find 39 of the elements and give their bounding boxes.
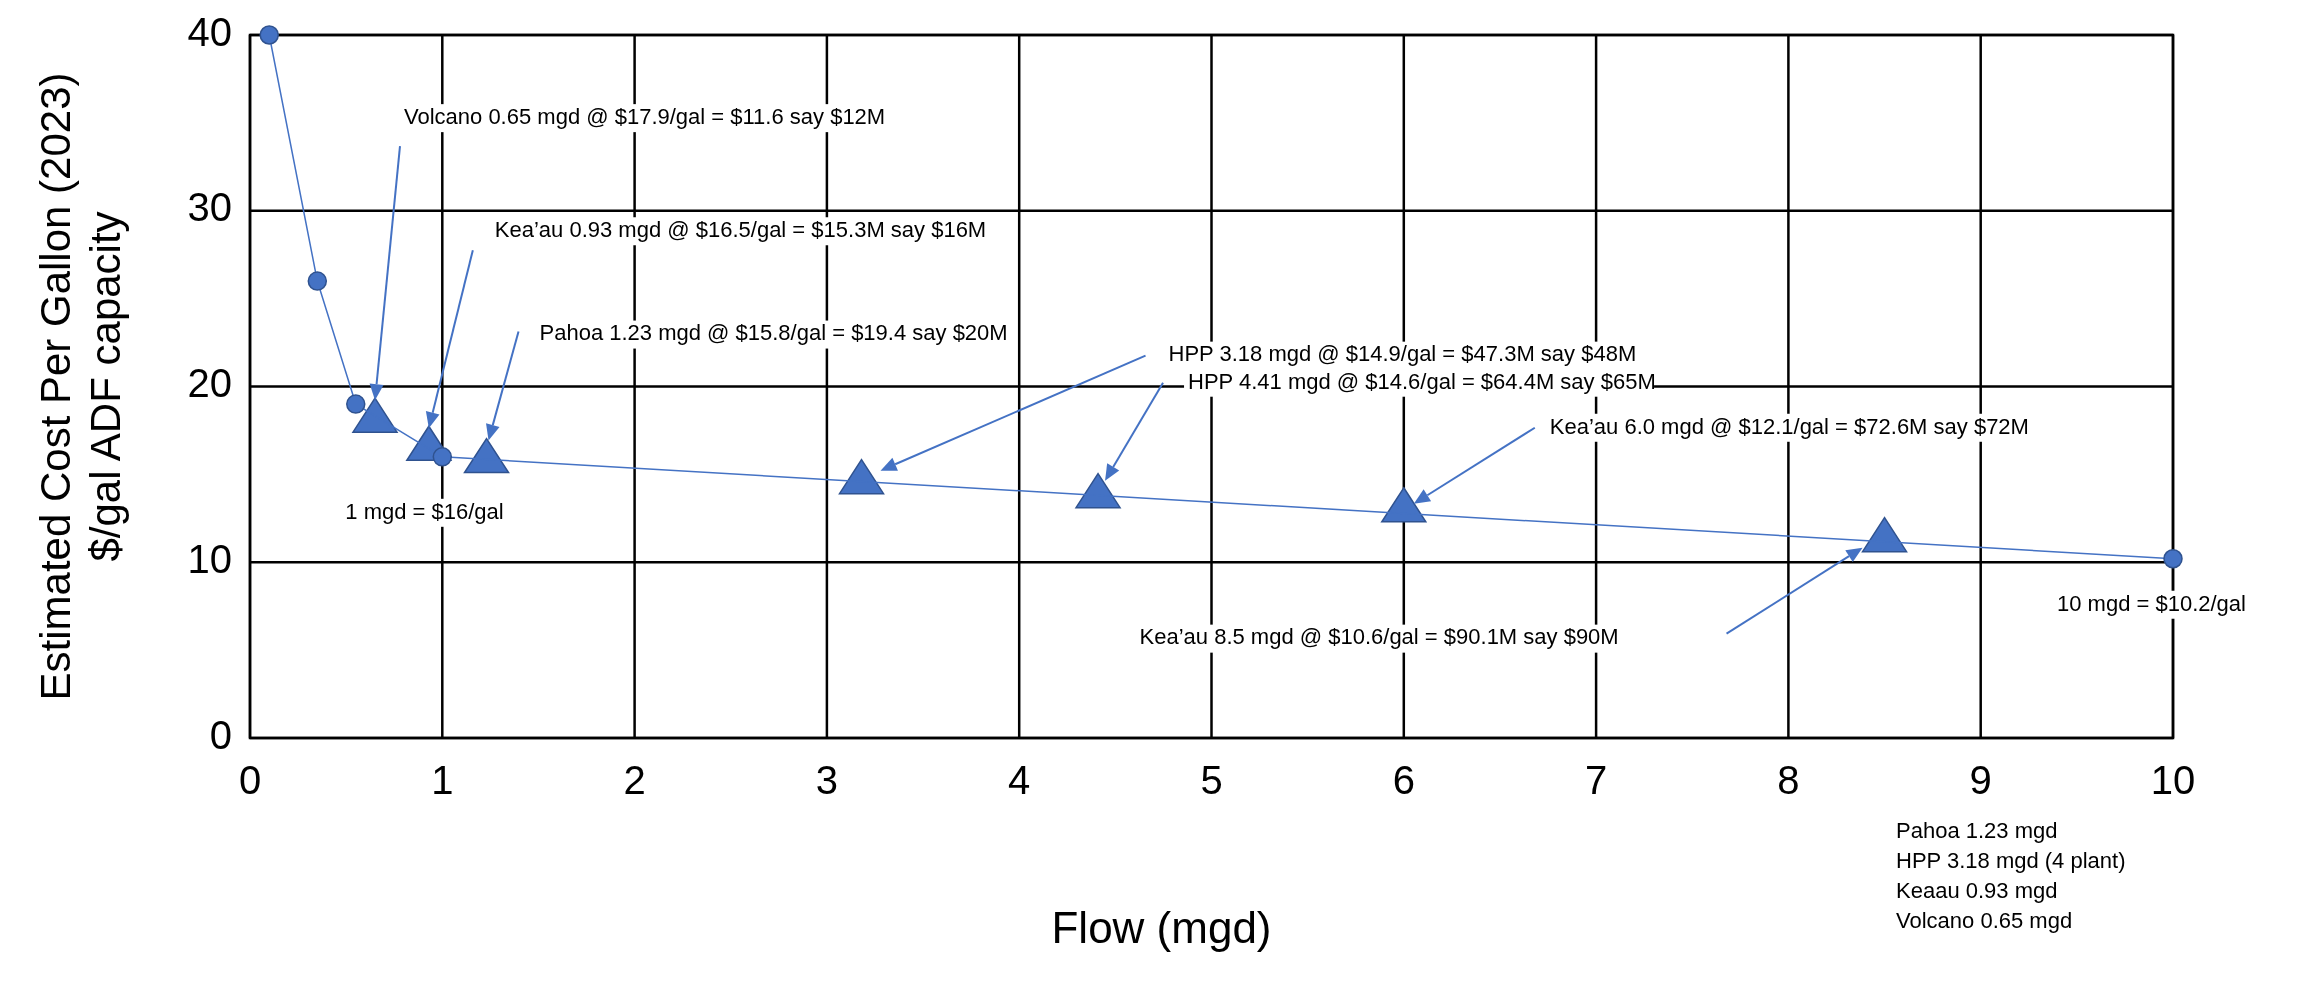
point [259, 25, 279, 45]
point [307, 271, 328, 291]
x-tick-label: 0 [238, 758, 262, 802]
x-tick-label: 9 [1969, 758, 1992, 802]
y-tick-label: 20 [187, 361, 232, 406]
annotation: Volcano 0.65 mgd @ $17.9/gal = $11.6 say $12M [403, 103, 886, 129]
annotation: Kea’au 8.5 mgd @ $10.6/gal = $90.1M say $90M [1139, 624, 1619, 650]
text: Volcano 0.65 mgd [1896, 908, 2073, 933]
x-tick-label: 10 [2150, 758, 2196, 802]
y-tick-label: 10 [187, 536, 232, 581]
annotation: Kea’au 6.0 mgd @ $12.1/gal = $72.6M say $72M [1549, 413, 2029, 439]
x-axis-title: Flow (mgd) [1051, 903, 1272, 952]
x-tick-label: 7 [1584, 758, 1608, 802]
point [352, 397, 398, 433]
point [838, 458, 885, 495]
y-tick-label: 0 [209, 712, 232, 757]
x-tick-label: 8 [1777, 758, 1800, 802]
y-axis-title: Estimated Cost Per Gallon (2023) $/gal ADF capacity [32, 72, 129, 701]
annotation: Kea’au 0.93 mgd @ $16.5/gal = $15.3M say $16M [494, 217, 987, 243]
text: Pahoa 1.23 mgd [1896, 818, 2058, 843]
x-tick-label: 1 [431, 758, 454, 802]
point [1861, 516, 1908, 553]
x-tick-label: 2 [623, 758, 646, 802]
text: Keaau 0.93 mgd [1896, 878, 2058, 903]
text: HPP 3.18 mgd (4 plant) [1896, 848, 2126, 873]
annotation: Pahoa 1.23 mgd @ $15.8/gal = $19.4 say $20M [539, 320, 1008, 346]
x-tick-label: 6 [1392, 758, 1415, 802]
point [1075, 472, 1121, 509]
annotation: 1 mgd = $16/gal [345, 498, 504, 524]
x-tick-label: 3 [815, 758, 839, 802]
point [1381, 487, 1427, 523]
x-tick-label: 4 [1008, 758, 1031, 802]
y-tick-label: 30 [187, 185, 232, 230]
x-tick-label: 5 [1200, 758, 1223, 802]
annotation: HPP 3.18 mgd @ $14.9/gal = $47.3M say $48M [1168, 341, 1637, 367]
annotation: 10 mgd = $10.2/gal [2057, 590, 2246, 616]
point [463, 437, 510, 474]
annotation: HPP 4.41 mgd @ $14.6/gal = $64.4M say $65M [1188, 368, 1656, 394]
y-tick-label: 40 [187, 9, 232, 54]
